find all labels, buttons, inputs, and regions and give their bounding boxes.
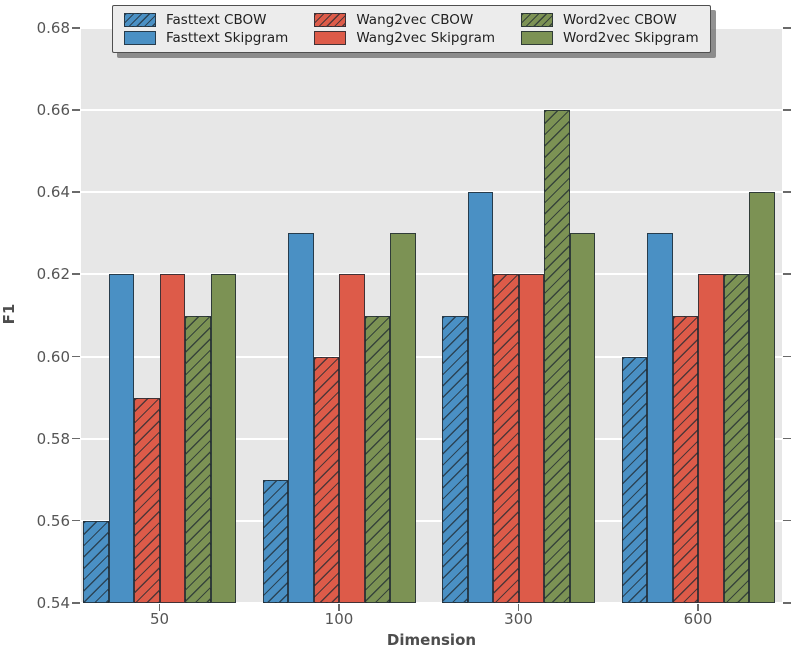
bar-fasttext-cbow-600 bbox=[621, 356, 647, 603]
bar-wang2vec-skipgram-100 bbox=[339, 274, 365, 603]
bar-fasttext-cbow-100 bbox=[262, 479, 288, 603]
plot-area bbox=[81, 27, 782, 604]
x-axis-label: Dimension bbox=[386, 631, 477, 649]
x-tick-label: 300 bbox=[504, 610, 533, 628]
gridline bbox=[81, 437, 782, 440]
hatched-swatch-icon bbox=[124, 13, 156, 27]
legend-item: Fasttext Skipgram bbox=[124, 30, 288, 46]
gridline bbox=[81, 519, 782, 522]
bar-fasttext-skipgram-100 bbox=[288, 233, 314, 603]
y-tick-label: 0.64 bbox=[36, 183, 70, 202]
y-tick-mark bbox=[72, 109, 80, 111]
hatched-swatch-icon bbox=[521, 13, 554, 27]
bar-word2vec-cbow-300 bbox=[544, 110, 570, 603]
legend-label: Wang2vec CBOW bbox=[356, 12, 474, 28]
gridline bbox=[81, 355, 782, 358]
y-axis-label: F1 bbox=[0, 303, 18, 325]
y-tick-label: 0.54 bbox=[36, 594, 70, 612]
y-tick-mark-right bbox=[783, 273, 791, 275]
bar-wang2vec-cbow-600 bbox=[672, 315, 698, 603]
legend-item: Fasttext CBOW bbox=[124, 12, 288, 28]
y-tick-label: 0.66 bbox=[36, 101, 70, 120]
legend-label: Word2vec CBOW bbox=[563, 12, 677, 28]
bar-fasttext-skipgram-300 bbox=[467, 192, 493, 603]
solid-swatch-icon bbox=[124, 31, 156, 45]
bar-fasttext-cbow-50 bbox=[83, 520, 109, 603]
bar-fasttext-skipgram-600 bbox=[647, 233, 673, 603]
legend-label: Fasttext Skipgram bbox=[166, 30, 289, 46]
y-tick-mark-right bbox=[783, 109, 791, 111]
bar-wang2vec-skipgram-600 bbox=[698, 274, 724, 603]
legend-label: Word2vec Skipgram bbox=[563, 30, 699, 46]
y-tick-mark-right bbox=[783, 27, 791, 29]
y-tick-mark bbox=[72, 27, 80, 29]
bar-word2vec-skipgram-50 bbox=[210, 274, 236, 603]
solid-swatch-icon bbox=[521, 31, 554, 45]
legend-item: Word2vec CBOW bbox=[521, 12, 699, 28]
gridline bbox=[81, 191, 782, 194]
y-tick-label: 0.68 bbox=[36, 19, 70, 37]
x-tick-mark bbox=[158, 604, 161, 611]
x-tick-label: 600 bbox=[683, 610, 713, 628]
legend-label: Fasttext CBOW bbox=[166, 12, 267, 28]
y-tick-mark bbox=[72, 602, 80, 604]
bar-word2vec-skipgram-100 bbox=[390, 233, 416, 603]
legend-item: Wang2vec CBOW bbox=[314, 12, 495, 28]
hatched-swatch-icon bbox=[314, 13, 347, 27]
y-tick-label: 0.56 bbox=[36, 511, 70, 530]
bar-wang2vec-skipgram-300 bbox=[518, 274, 544, 603]
x-tick-mark bbox=[697, 604, 699, 611]
y-tick-label: 0.58 bbox=[36, 429, 70, 448]
x-tick-mark bbox=[338, 604, 340, 611]
y-tick-label: 0.60 bbox=[36, 347, 70, 366]
bar-word2vec-skipgram-300 bbox=[569, 233, 595, 603]
x-tick-label: 50 bbox=[149, 610, 170, 628]
bar-fasttext-skipgram-50 bbox=[108, 274, 134, 603]
gridline bbox=[81, 109, 782, 112]
y-tick-mark-right bbox=[783, 602, 791, 604]
x-tick-mark bbox=[517, 604, 520, 611]
bar-fasttext-cbow-300 bbox=[442, 315, 468, 603]
bar-wang2vec-skipgram-50 bbox=[159, 274, 185, 603]
y-tick-mark bbox=[72, 437, 80, 440]
bar-wang2vec-cbow-50 bbox=[134, 397, 160, 603]
bar-word2vec-cbow-600 bbox=[723, 274, 749, 603]
legend-label: Wang2vec Skipgram bbox=[356, 30, 496, 46]
y-tick-mark bbox=[72, 355, 80, 358]
legend: Fasttext CBOW Fasttext Skipgram Wang2vec C… bbox=[112, 5, 711, 53]
solid-swatch-icon bbox=[314, 31, 347, 45]
bar-wang2vec-cbow-100 bbox=[313, 356, 339, 603]
y-tick-label: 0.62 bbox=[36, 265, 70, 284]
legend-item: Word2vec Skipgram bbox=[521, 30, 699, 46]
gridline bbox=[81, 602, 782, 604]
bar-word2vec-skipgram-600 bbox=[749, 192, 775, 603]
gridline bbox=[81, 273, 782, 276]
x-tick-label: 100 bbox=[324, 610, 354, 628]
y-tick-mark bbox=[72, 191, 80, 193]
y-tick-mark-right bbox=[783, 191, 791, 193]
bar-word2vec-cbow-100 bbox=[364, 315, 390, 603]
bar-wang2vec-cbow-300 bbox=[493, 274, 519, 603]
y-tick-mark bbox=[72, 519, 80, 522]
y-tick-mark-right bbox=[783, 355, 791, 358]
legend-item: Wang2vec Skipgram bbox=[314, 30, 495, 46]
y-tick-mark-right bbox=[783, 437, 791, 440]
y-tick-mark bbox=[72, 273, 80, 275]
bar-word2vec-cbow-50 bbox=[185, 315, 211, 603]
y-tick-mark-right bbox=[783, 519, 791, 522]
